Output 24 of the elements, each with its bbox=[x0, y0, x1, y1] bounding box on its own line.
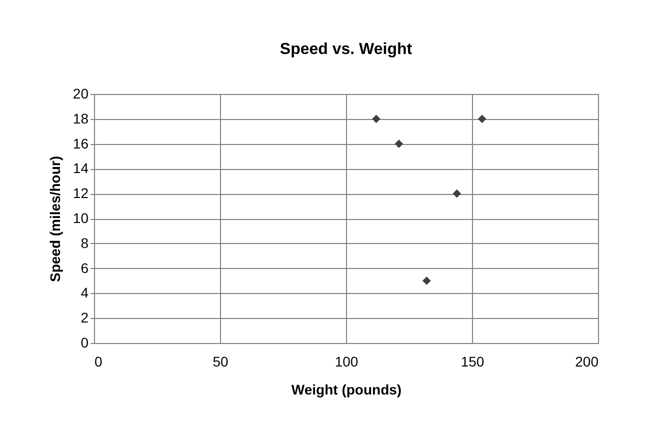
point bbox=[394, 140, 404, 148]
y-tick-label: 8 bbox=[80, 234, 89, 251]
y-tick-label: 20 bbox=[72, 86, 89, 102]
y-axis-title: Speed (miles/hour) bbox=[46, 156, 63, 282]
y-tick-label: 0 bbox=[80, 334, 89, 350]
x-tick-label: 150 bbox=[460, 354, 484, 370]
y-tick-label: 14 bbox=[72, 160, 89, 176]
y-tick-label: 4 bbox=[80, 284, 89, 301]
x-axis-title: Weight (pounds) bbox=[291, 382, 402, 398]
point bbox=[422, 276, 431, 285]
point bbox=[478, 114, 486, 124]
y-tick-label: 16 bbox=[72, 135, 89, 152]
chart-title: Speed vs. Weight bbox=[280, 41, 413, 58]
y-tick-label: 6 bbox=[80, 260, 89, 276]
y-tick-label: 18 bbox=[72, 110, 89, 126]
x-tick-label: 200 bbox=[575, 354, 599, 370]
x-tick-label: 50 bbox=[212, 354, 228, 370]
y-tick-label: 10 bbox=[72, 210, 89, 226]
point bbox=[372, 114, 380, 124]
x-tick-label: 100 bbox=[334, 354, 358, 370]
y-tick-label: 2 bbox=[80, 310, 89, 326]
point bbox=[452, 189, 462, 198]
y-tick-label: 12 bbox=[72, 185, 89, 202]
x-tick-label: 0 bbox=[94, 354, 102, 370]
